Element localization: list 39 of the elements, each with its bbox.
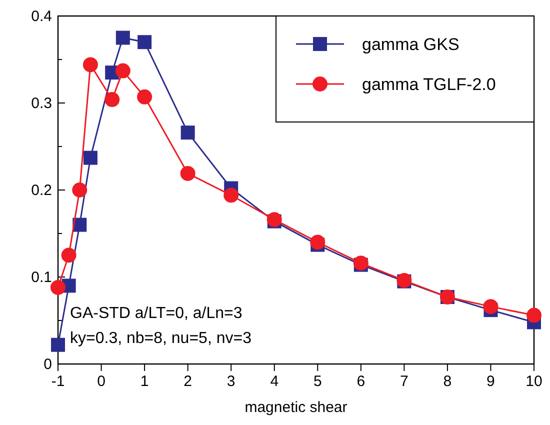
y-tick-label: 0.3	[31, 95, 52, 112]
x-tick-label: 7	[400, 373, 408, 390]
point	[137, 89, 152, 104]
point	[310, 234, 326, 250]
point	[180, 166, 196, 181]
x-tick-label: 8	[443, 373, 452, 390]
point	[61, 248, 76, 263]
point	[104, 92, 120, 108]
x-tick-label: 1	[140, 373, 149, 390]
x-tick-label: -1	[51, 373, 65, 390]
point	[483, 299, 498, 314]
y-tick-label: 0.4	[31, 8, 52, 25]
x-tick-label: 9	[486, 373, 495, 390]
x-tick-label: 10	[526, 373, 542, 390]
point	[72, 182, 88, 198]
annotation: ky=0.3, nb=8, nu=5, nv=3	[70, 330, 252, 347]
x-tick-label: 2	[184, 373, 192, 390]
point	[526, 308, 542, 323]
point	[83, 150, 98, 165]
point	[50, 280, 66, 295]
legend-label: gamma TGLF-2.0	[362, 75, 496, 94]
point	[82, 57, 98, 72]
x-tick-label: 0	[97, 373, 106, 390]
x-tick-label: 3	[226, 373, 236, 390]
y-tick-label: 0.2	[31, 182, 52, 199]
point	[115, 63, 130, 78]
annotation: GA-STD a/LT=0, a/Ln=3	[70, 305, 242, 322]
point	[116, 30, 130, 45]
y-tick-label: 0	[44, 356, 52, 373]
x-tick-label: 4	[270, 373, 279, 390]
point	[51, 338, 65, 352]
point	[180, 126, 195, 140]
legend-label: gamma GKS	[362, 35, 460, 54]
x-axis-title: magnetic shear	[244, 399, 348, 416]
point	[224, 188, 239, 203]
y-tick-label: 0.1	[31, 269, 52, 286]
point	[138, 35, 152, 50]
x-tick-label: 6	[356, 373, 366, 390]
x-tick-label: 5	[313, 373, 322, 390]
